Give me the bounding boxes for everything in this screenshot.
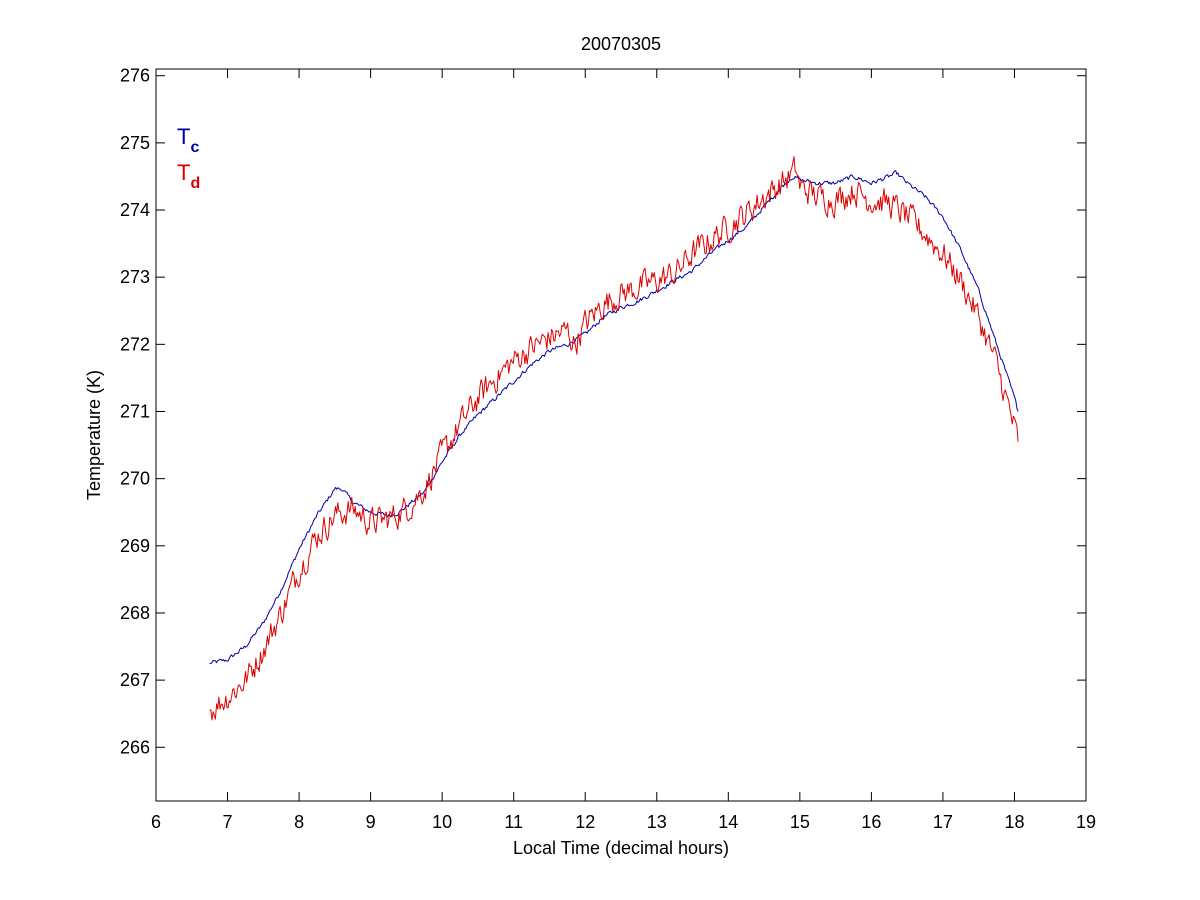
x-tick-label: 19: [1076, 812, 1096, 832]
series-layer: [209, 156, 1019, 721]
x-tick-label: 18: [1004, 812, 1024, 832]
x-tick-label: 9: [366, 812, 376, 832]
legend-entry-d: Td: [177, 160, 200, 192]
x-tick-label: 13: [647, 812, 667, 832]
x-tick-label: 15: [790, 812, 810, 832]
x-tick-label: 11: [504, 812, 523, 832]
axis-ticks: 6 7 8 9 10 11 12 13 14 15 16 17 18 19 266 267 268 269 270 2…: [120, 66, 1096, 832]
legend-entry-c: Tc: [177, 124, 199, 156]
y-tick-label: 275: [120, 133, 150, 153]
y-tick-label: 276: [120, 66, 150, 86]
chart-title: 20070305: [581, 34, 661, 54]
x-tick-label: 6: [151, 812, 161, 832]
series-line-c: [209, 170, 1019, 665]
y-tick-label: 274: [120, 200, 150, 220]
x-axis-label: Local Time (decimal hours): [513, 838, 729, 858]
x-tick-label: 17: [933, 812, 953, 832]
y-tick-label: 272: [120, 334, 150, 354]
x-tick-label: 12: [575, 812, 595, 832]
x-tick-label: 16: [861, 812, 881, 832]
y-tick-label: 270: [120, 469, 150, 489]
y-tick-label: 267: [120, 670, 150, 690]
series-line-d: [209, 156, 1019, 721]
x-tick-label: 8: [294, 812, 304, 832]
x-tick-label: 7: [223, 812, 233, 832]
y-tick-label: 268: [120, 603, 150, 623]
y-axis-label: Temperature (K): [84, 370, 104, 500]
x-tick-label: 14: [718, 812, 738, 832]
y-tick-label: 266: [120, 737, 150, 757]
y-tick-label: 273: [120, 267, 150, 287]
y-tick-label: 269: [120, 536, 150, 556]
x-tick-label: 10: [432, 812, 452, 832]
plot-frame: [155, 68, 1087, 802]
legend: Tc Td: [177, 124, 200, 192]
y-tick-label: 271: [120, 401, 150, 421]
